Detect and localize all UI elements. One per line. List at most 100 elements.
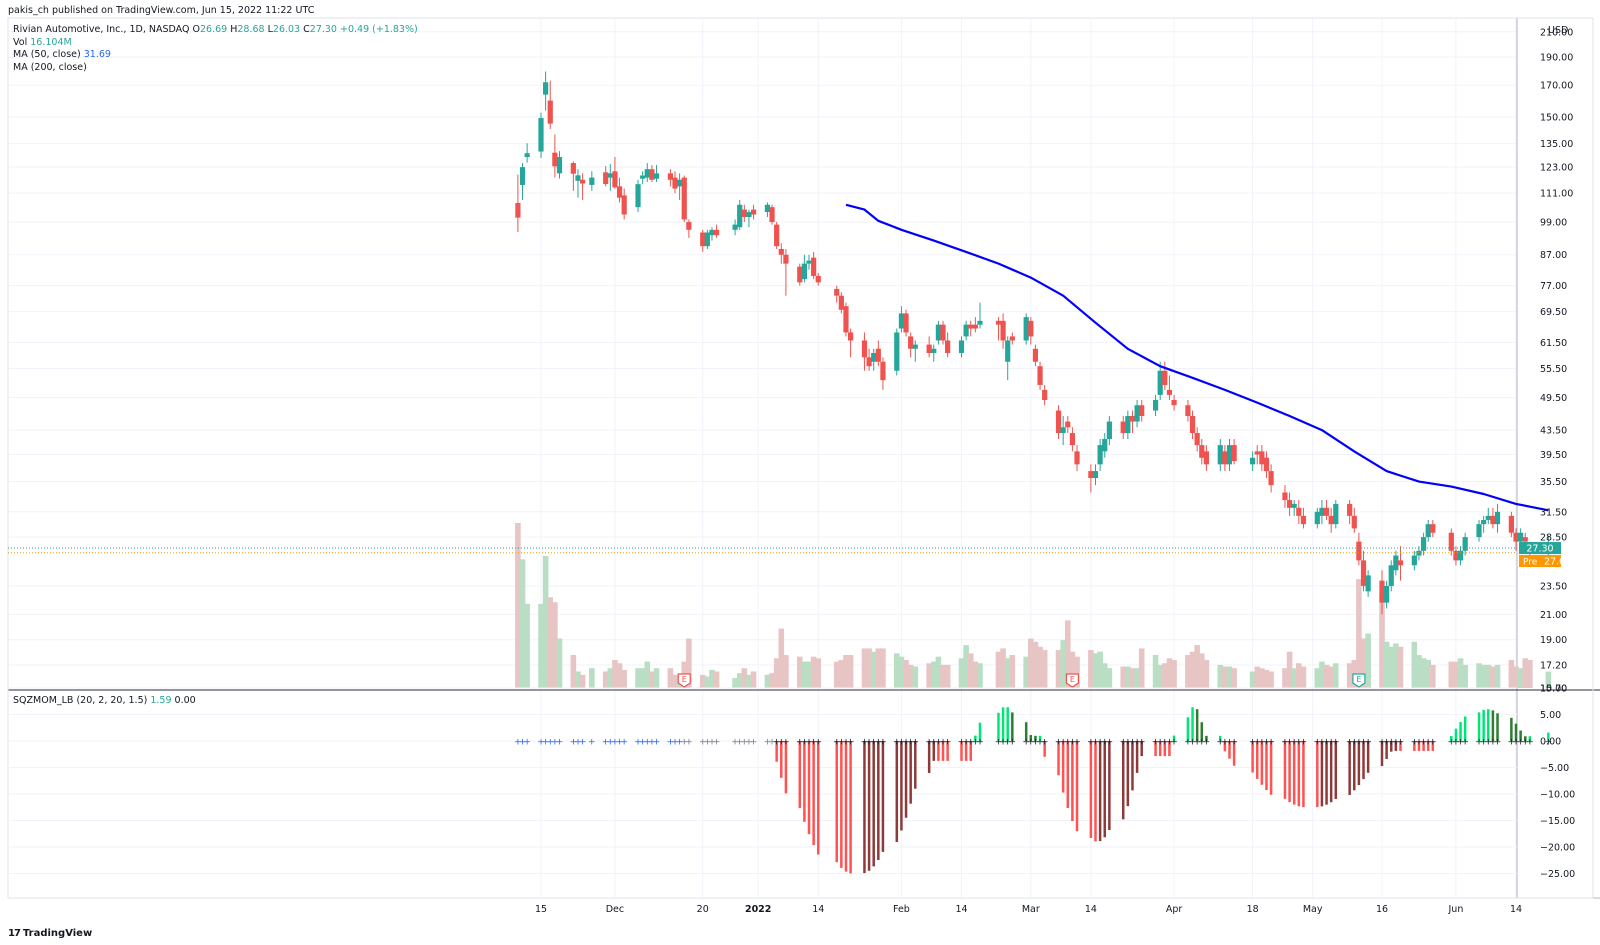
squeeze-dot: + [1129,738,1137,748]
volume-bar [602,671,609,688]
oscillator-axis[interactable]: 10.00 5.00 0.00 −5.00 −10.00 −15.00 −20.00 −25.… [1540,684,1575,881]
time-tick-label: 2022 [745,904,771,915]
watermark-text: TradingView [22,928,93,939]
squeeze-dot: + [1378,738,1386,748]
volume-bar [1226,666,1233,688]
squeeze-dot: + [912,738,920,748]
squeeze-dot: + [1216,738,1224,748]
sqzmom-legend[interactable]: SQZMOM_LB (20, 2, 20, 1.5) 1.59 0.00 [13,695,196,707]
volume-bar [1365,633,1371,688]
squeeze-dot: + [1318,738,1326,748]
sqzmom-label: SQZMOM_LB (20, 2, 20, 1.5) [13,695,148,706]
time-tick-label: 14 [1510,904,1522,915]
squeeze-dot: + [999,738,1007,748]
volume-bar [870,651,877,688]
candle-body [1171,400,1177,406]
last-price-label: 27.30 [1526,544,1553,555]
squeeze-dot: + [1485,738,1493,748]
volume-legend[interactable]: Vol 16.104M [13,37,72,49]
candle-body [552,152,558,167]
squeeze-dot: + [1004,738,1012,748]
squeeze-momentum-pane: +++ +++++ +++ + +++++ +++++ +++++ ++++ +++++ ++++… [8,687,1552,874]
squeeze-dot: + [1263,738,1271,748]
ma50-value: 31.69 [83,49,111,60]
squeeze-dot: + [639,738,647,748]
volume-bar [589,668,595,688]
price-tick-label: 19.00 [1540,635,1567,646]
candle-body [1259,451,1265,465]
squeeze-dot: + [634,738,642,748]
volume-bar [621,669,627,688]
candle-body [1476,524,1482,538]
volume-bar [1420,658,1427,688]
candle-body [1425,524,1431,538]
sqzmom-value-2: 0.00 [174,695,196,706]
candle-body [709,229,715,236]
chart-frame [7,17,1594,899]
candle-body [1217,445,1223,465]
tradingview-watermark[interactable]: 17 TradingView [8,928,92,939]
candle-body [524,153,530,158]
candle-body [1125,415,1131,434]
volume-bar [575,671,581,688]
volume-bar [538,603,544,688]
time-axis[interactable]: 15 Dec 20 2022 14 Feb 14 Mar 14 Apr 18 May 16 Jun 14 [535,904,1522,915]
candle-body [1032,348,1039,362]
candle-body [797,266,803,283]
high-value: 28.68 [237,24,265,35]
squeeze-dot: + [1281,738,1289,748]
volume-bar [699,674,706,688]
squeeze-dot: + [1521,738,1529,748]
ohlc-legend[interactable]: Rivian Automotive, Inc., 1D, NASDAQ O26.… [13,24,418,36]
candle-body [677,179,683,187]
time-tick-label: 18 [1247,904,1259,915]
volume-bar [875,648,882,688]
volume-bar [547,597,554,688]
candle-body [1481,519,1487,525]
price-axis[interactable]: 210.00 190.00 170.00 150.00 135.00 123.00 111.… [1540,25,1573,695]
osc-tick-label: 10.00 [1540,684,1567,695]
squeeze-dot: + [838,738,846,748]
time-tick-label: 20 [697,904,709,915]
squeeze-dot: + [1508,738,1516,748]
squeeze-dot: + [801,738,809,748]
ma50-legend[interactable]: MA (50, close) 31.69 [13,49,111,61]
squeeze-dot: + [745,738,753,748]
squeeze-dot: + [537,738,545,748]
volume-bar [796,656,803,688]
candle-body [1513,532,1519,542]
candle-body [1203,451,1210,465]
squeeze-dot: + [1355,738,1363,748]
squeeze-dot: + [782,738,790,748]
volume-bar [1009,655,1016,688]
osc-tick-label: 0.00 [1540,737,1561,748]
squeeze-dot: + [1258,738,1266,748]
squeeze-dot: + [736,738,744,748]
time-tick-label: Dec [606,904,624,915]
squeeze-dot: + [796,738,804,748]
volume-bar [1448,661,1455,688]
price-tick-label: 87.00 [1540,250,1567,261]
volume-bar [1041,650,1048,688]
squeeze-dot: + [1027,738,1035,748]
squeeze-dot: + [741,738,749,748]
ma200-legend[interactable]: MA (200, close) [13,62,87,74]
squeeze-dot: + [653,738,661,748]
volume-bar [1088,650,1094,688]
volume-bar [1194,645,1200,688]
ma50-polyline [845,203,1549,512]
volume-bar [833,661,840,688]
squeeze-dot: + [1346,738,1354,748]
squeeze-dot: + [764,738,772,748]
squeeze-dot: + [842,738,850,748]
volume-bar [843,655,849,688]
squeeze-dot: + [1420,738,1428,748]
squeeze-dot: + [1226,738,1234,748]
candle-body [1365,575,1371,592]
candle-body [880,361,886,381]
candle-body [570,163,576,174]
candle-body [968,324,974,329]
squeeze-dot: + [750,738,758,748]
volume-bar [972,661,979,688]
